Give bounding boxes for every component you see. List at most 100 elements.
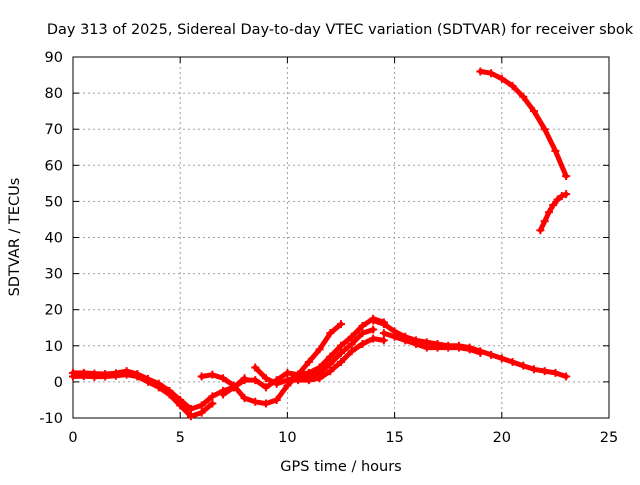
data-point xyxy=(326,352,335,361)
chart-title: Day 313 of 2025, Sidereal Day-to-day VTE… xyxy=(47,22,634,38)
data-point xyxy=(551,368,560,377)
data-point xyxy=(197,408,206,417)
data-point xyxy=(111,371,120,380)
data-point xyxy=(465,345,474,354)
x-axis-label: GPS time / hours xyxy=(280,459,401,475)
data-point xyxy=(133,372,142,381)
data-point xyxy=(433,343,442,352)
data-point xyxy=(304,358,313,367)
data-point xyxy=(219,374,228,383)
data-point xyxy=(476,67,485,76)
data-point xyxy=(347,339,356,348)
data-series-8 xyxy=(379,329,485,358)
data-point xyxy=(283,376,292,385)
x-tick-label: 20 xyxy=(493,430,511,446)
x-tick-label: 10 xyxy=(278,430,296,446)
data-series-9 xyxy=(476,67,571,181)
x-tick-label: 15 xyxy=(385,430,403,446)
data-point xyxy=(540,125,549,134)
data-point xyxy=(240,394,249,403)
series-trail xyxy=(284,336,387,383)
data-point xyxy=(326,367,335,376)
data-point xyxy=(283,368,292,377)
data-point xyxy=(326,359,335,368)
x-tick-label: 0 xyxy=(68,430,77,446)
y-tick-label: 30 xyxy=(45,267,63,283)
data-point xyxy=(487,69,496,78)
data-point xyxy=(508,358,517,367)
data-point xyxy=(69,372,77,381)
data-point xyxy=(347,332,356,341)
data-point xyxy=(562,372,571,381)
y-tick-label: 50 xyxy=(45,194,63,210)
data-point xyxy=(544,208,553,217)
data-point xyxy=(251,363,260,372)
data-point xyxy=(379,336,388,345)
data-point xyxy=(549,201,558,210)
data-point xyxy=(315,374,324,383)
data-point xyxy=(272,395,281,404)
data-point xyxy=(229,383,238,392)
data-series-5 xyxy=(251,325,378,388)
data-point xyxy=(557,191,566,200)
data-point xyxy=(497,74,506,83)
data-point xyxy=(358,329,367,338)
data-point xyxy=(454,343,463,352)
y-tick-label: 70 xyxy=(45,122,63,138)
series-trail xyxy=(199,321,344,407)
data-point xyxy=(144,377,153,386)
data-point xyxy=(176,401,185,410)
y-tick-label: 10 xyxy=(45,339,63,355)
y-axis-label: SDTVAR / TECUs xyxy=(7,178,23,297)
y-tick-label: 60 xyxy=(45,158,63,174)
data-point xyxy=(79,372,88,381)
data-point xyxy=(369,325,378,334)
data-point xyxy=(553,195,562,204)
data-series-6 xyxy=(283,334,388,385)
data-point xyxy=(497,354,506,363)
data-point xyxy=(337,349,345,358)
y-tick-label: -10 xyxy=(39,411,63,427)
data-point xyxy=(401,336,410,345)
data-point xyxy=(412,339,421,348)
data-point xyxy=(219,390,228,399)
data-point xyxy=(101,372,110,381)
data-point xyxy=(197,401,206,410)
data-point xyxy=(304,376,313,385)
y-tick-label: 20 xyxy=(45,303,63,319)
data-point xyxy=(294,376,303,385)
data-point xyxy=(272,379,281,388)
data-point xyxy=(122,370,131,379)
data-point xyxy=(358,321,367,330)
data-point xyxy=(208,392,217,401)
data-layer xyxy=(69,67,571,421)
data-series-10 xyxy=(536,190,571,235)
data-point xyxy=(529,365,538,374)
data-point xyxy=(337,341,345,350)
data-point xyxy=(529,107,538,116)
y-tick-label: 0 xyxy=(54,375,63,391)
data-point xyxy=(379,320,388,329)
y-tick-label: 90 xyxy=(45,50,63,66)
data-point xyxy=(208,399,217,408)
data-point xyxy=(519,92,528,101)
data-point xyxy=(90,372,99,381)
data-point xyxy=(261,399,270,408)
y-tick-label: 40 xyxy=(45,231,63,247)
data-point xyxy=(261,383,270,392)
data-point xyxy=(326,329,335,338)
data-point xyxy=(358,339,367,348)
x-tick-label: 5 xyxy=(176,430,185,446)
data-point xyxy=(562,190,571,199)
series-trail xyxy=(381,330,483,356)
series-trail xyxy=(220,316,387,397)
x-tick-label: 25 xyxy=(600,430,618,446)
data-point xyxy=(562,172,571,181)
data-point xyxy=(508,81,517,90)
data-point xyxy=(369,316,378,325)
data-point xyxy=(251,376,260,385)
tick-layer: 0 5 10 15 20 25 -10 0 10 20 30 40 50 60 70 80 90 xyxy=(39,50,618,446)
data-point xyxy=(540,367,549,376)
